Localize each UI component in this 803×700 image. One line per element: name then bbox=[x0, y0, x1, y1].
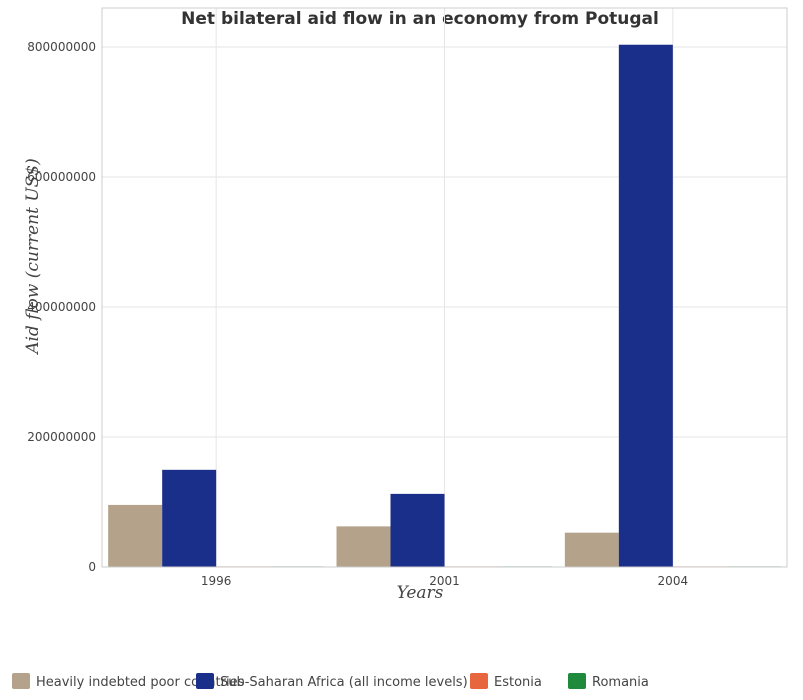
legend-label: Estonia bbox=[494, 675, 542, 690]
legend-swatch bbox=[568, 673, 586, 689]
legend-item: Estonia bbox=[470, 673, 542, 690]
x-tick-label: 2004 bbox=[658, 574, 689, 588]
chart-title: Net bilateral aid flow in an economy fro… bbox=[181, 9, 659, 29]
y-tick-label: 200000000 bbox=[27, 430, 96, 444]
legend-swatch bbox=[196, 673, 214, 689]
x-axis-label: Years bbox=[397, 583, 444, 603]
legend-label: Heavily indebted poor countries bbox=[36, 675, 245, 690]
bar-heavily-indebted-poor-countries-2004 bbox=[564, 532, 619, 567]
bar-sub-saharan-africa-all-income-levels-1996 bbox=[162, 469, 217, 567]
bars bbox=[108, 44, 781, 568]
legend-label: Sub-Saharan Africa (all income levels) bbox=[220, 675, 468, 690]
legend-item: Heavily indebted poor countries bbox=[12, 673, 245, 690]
y-tick-label: 600000000 bbox=[27, 170, 96, 184]
ticks: 0 200000000 400000000 600000000 800000000 199… bbox=[27, 40, 688, 588]
legend-label: Romania bbox=[592, 675, 649, 690]
plot-frame bbox=[101, 7, 788, 568]
legend-swatch bbox=[12, 673, 30, 689]
y-tick-label: 800000000 bbox=[27, 40, 96, 54]
bar-sub-saharan-africa-all-income-levels-2004 bbox=[618, 44, 673, 568]
legend: Heavily indebted poor countriesSub-Sahar… bbox=[12, 673, 649, 690]
bar-heavily-indebted-poor-countries-1996 bbox=[108, 504, 163, 567]
y-tick-label: 400000000 bbox=[27, 300, 96, 314]
y-tick-label: 0 bbox=[88, 560, 96, 574]
bar-sub-saharan-africa-all-income-levels-2001 bbox=[390, 493, 445, 567]
bar-heavily-indebted-poor-countries-2001 bbox=[336, 526, 391, 567]
x-tick-label: 2001 bbox=[429, 574, 460, 588]
legend-item: Romania bbox=[568, 673, 649, 690]
y-axis-label: Aid flow (current US$) bbox=[23, 158, 43, 356]
x-tick-label: 1996 bbox=[201, 574, 232, 588]
legend-item: Sub-Saharan Africa (all income levels) bbox=[196, 673, 468, 690]
legend-swatch bbox=[470, 673, 488, 689]
